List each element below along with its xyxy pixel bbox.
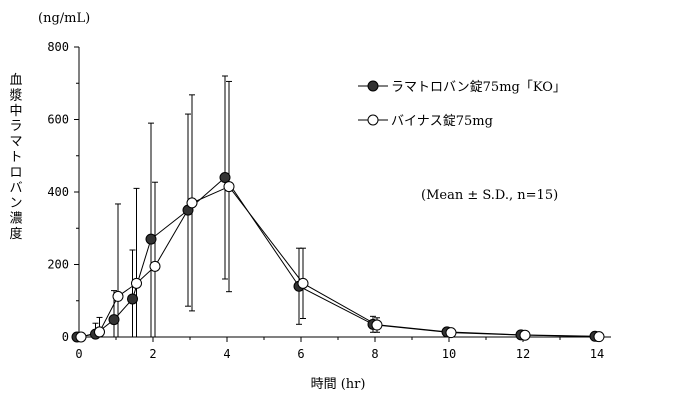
data-point	[145, 233, 157, 245]
y-label-char: マ	[9, 135, 22, 150]
data-point	[131, 277, 142, 289]
legend-label: ラマトロバン錠75mg「KO」	[391, 80, 566, 95]
data-point	[127, 293, 138, 305]
y-tick-label: 200	[47, 258, 69, 272]
y-label-char: 濃	[9, 212, 22, 227]
data-point	[149, 260, 161, 272]
data-point	[94, 326, 105, 338]
y-tick-label: 400	[47, 185, 69, 199]
stats-annotation: (Mean ± S.D., n=15)	[421, 188, 558, 203]
data-point	[112, 290, 124, 302]
data-point	[108, 314, 120, 326]
data-point	[445, 327, 457, 339]
x-tick-label: 14	[590, 347, 604, 361]
data-point	[223, 181, 235, 193]
x-tick-label: 0	[75, 347, 82, 361]
x-tick-label: 2	[149, 347, 156, 361]
legend-item-2: バイナス錠75mg	[358, 114, 493, 129]
data-point	[297, 277, 309, 289]
y-tick-label: 800	[47, 40, 69, 54]
error-bars-series-2	[96, 80, 602, 337]
data-point	[371, 319, 383, 331]
y-tick-label: 0	[62, 330, 69, 344]
y-label-char: バ	[9, 181, 22, 196]
x-tick-label: 12	[516, 347, 530, 361]
y-label-char: ラ	[9, 119, 22, 134]
data-point	[519, 329, 531, 341]
y-label-char: 血	[9, 73, 22, 88]
error-bars-series-1	[92, 75, 598, 338]
y-label-char: 度	[9, 226, 22, 242]
legend-label: バイナス錠75mg	[391, 114, 493, 129]
y-unit-label: (ng/mL)	[38, 11, 90, 26]
data-point	[186, 197, 198, 209]
x-tick-label: 6	[297, 347, 304, 361]
y-label-char: ロ	[9, 165, 22, 180]
data-point	[219, 172, 231, 183]
y-label-char: 漿	[9, 88, 22, 103]
legend-marker	[367, 80, 379, 92]
y-label-char: ト	[9, 150, 22, 165]
axes: 0 200 400 600 800 0 2 4 6 8 10 12 14	[47, 40, 611, 361]
x-tick-label: 4	[223, 347, 230, 361]
x-axis-label: 時間 (hr)	[311, 377, 366, 392]
chart-marks	[71, 75, 605, 343]
y-label-char: ン	[9, 196, 22, 211]
x-tick-label: 10	[442, 347, 456, 361]
series-line-2	[80, 185, 600, 338]
markers-series-2	[75, 181, 605, 343]
data-point	[593, 331, 605, 343]
legend: ラマトロバン錠75mg「KO」バイナス錠75mg	[358, 80, 566, 129]
y-label-char: 中	[9, 104, 22, 119]
y-tick-label: 600	[47, 113, 69, 127]
x-tick-label: 8	[371, 347, 378, 361]
legend-marker	[367, 114, 379, 126]
data-point	[75, 331, 87, 343]
legend-item-1: ラマトロバン錠75mg「KO」	[358, 80, 566, 95]
